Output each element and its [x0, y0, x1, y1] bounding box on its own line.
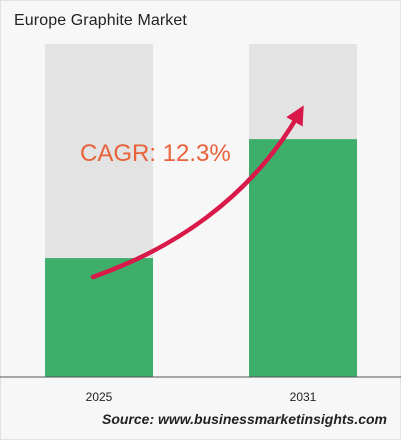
- cagr-arrow: [90, 105, 304, 280]
- bar-2025: [45, 258, 153, 377]
- bar-2031: [249, 139, 357, 377]
- source-note: Source: www.businessmarketinsights.com: [101, 411, 387, 427]
- chart-title: Europe Graphite Market: [14, 12, 187, 29]
- x-tick-label-2025: 2025: [86, 390, 113, 404]
- x-tick-label-2031: 2031: [290, 390, 317, 404]
- cagr-annotation: CAGR: 12.3%: [80, 140, 231, 167]
